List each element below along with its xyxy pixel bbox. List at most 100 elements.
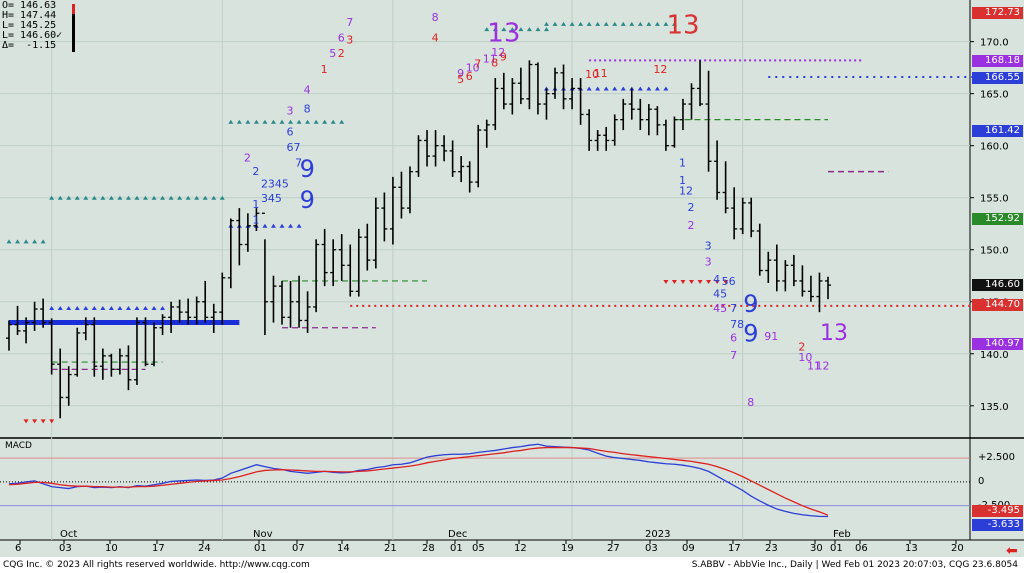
ohlc-bar	[483, 119, 490, 148]
td-count-label: 3	[705, 240, 712, 253]
x-day-label: 19	[561, 543, 574, 554]
countdown-marker-blue	[654, 86, 660, 91]
ohlc-bar	[731, 187, 738, 240]
x-day-label: 14	[337, 543, 350, 554]
x-day-label: 24	[198, 543, 211, 554]
x-day-label: 05	[472, 543, 485, 554]
td-count-label: 10	[585, 68, 599, 81]
td-count-label: 2	[338, 47, 345, 60]
ohlc-bar	[628, 88, 635, 120]
price-level-tag: 172.73	[972, 7, 1023, 20]
ohlc-bar	[594, 130, 601, 151]
td-count-label: 8	[304, 102, 311, 115]
x-day-label: 13	[905, 543, 918, 554]
ohlc-bar	[296, 275, 303, 328]
ohlc-bar	[219, 272, 226, 325]
ohlc-bar	[313, 239, 320, 313]
countdown-marker-teal	[629, 21, 635, 26]
countdown-marker-teal	[509, 27, 515, 32]
macd-value-tag: -3.633	[972, 518, 1023, 531]
countdown-marker-blue	[117, 305, 123, 310]
ohlc-bar	[14, 305, 21, 336]
ohlc-bar	[441, 135, 448, 162]
main-plot-area	[0, 0, 970, 437]
price-level-tag: 152.92	[972, 213, 1023, 226]
countdown-marker-blue	[637, 86, 643, 91]
countdown-marker-teal	[501, 27, 507, 32]
x-month-label: 2023	[645, 529, 671, 540]
countdown-marker-blue	[620, 86, 626, 91]
ohlc-bar	[526, 60, 533, 110]
countdown-marker-teal	[637, 21, 643, 26]
macd-tick-label: +2.500	[978, 452, 1016, 464]
countdown-marker-teal	[40, 239, 46, 244]
td-count-label: 2	[252, 165, 259, 178]
countdown-marker-blue	[134, 305, 140, 310]
scroll-right-arrow-icon[interactable]: ⬅	[1006, 543, 1018, 559]
ohlc-bar	[714, 140, 721, 200]
countdown-marker-teal	[620, 21, 626, 26]
ohlc-bar	[756, 223, 763, 276]
ohlc-bar	[697, 60, 704, 107]
ohlc-bar	[236, 208, 243, 266]
td-count-label: 5	[457, 73, 464, 86]
x-day-label: 01	[830, 543, 843, 554]
td-count-label: 7	[730, 349, 737, 362]
countdown-marker-red	[49, 419, 55, 424]
countdown-marker-teal	[543, 27, 549, 32]
countdown-marker-teal	[270, 119, 276, 124]
countdown-marker-teal	[671, 21, 677, 26]
countdown-marker-teal	[262, 119, 268, 124]
countdown-marker-blue	[57, 305, 63, 310]
x-month-label: Dec	[448, 529, 468, 540]
macd-title: MACD	[5, 441, 32, 451]
ohlc-bar	[705, 70, 712, 172]
countdown-marker-blue	[279, 223, 285, 228]
ohlc-bar	[552, 67, 558, 99]
td-count-label: 6	[730, 331, 737, 344]
td-count-label: 91	[764, 330, 778, 343]
td-count-label: 2	[798, 341, 805, 354]
macd-tick-label: 0	[978, 475, 985, 487]
countdown-marker-teal	[74, 195, 80, 200]
x-day-label: 10	[105, 543, 118, 554]
countdown-marker-blue	[586, 86, 592, 91]
x-day-label: 01	[254, 543, 267, 554]
open-value: O= 146.63	[2, 0, 57, 11]
td-big-label: 9	[300, 186, 315, 214]
ohlc-bar	[338, 234, 345, 281]
countdown-marker-teal	[236, 119, 242, 124]
ohlc-bar	[142, 317, 149, 367]
countdown-marker-teal	[202, 195, 208, 200]
ohlc-bar	[287, 280, 294, 328]
countdown-marker-teal	[322, 119, 328, 124]
td-count-label: 1	[679, 156, 686, 169]
ohlc-bar	[381, 192, 388, 242]
td-count-label: 67	[287, 141, 301, 154]
countdown-marker-teal	[552, 21, 558, 26]
td-big-label: 13	[487, 19, 520, 49]
ohlc-readout: O= 146.63 H= 147.44 L= 145.25 L= 146.60✓…	[2, 1, 62, 51]
td-count-label: 3	[287, 104, 294, 117]
macd-value-tag: -3.495	[972, 505, 1023, 518]
countdown-marker-red	[689, 279, 694, 284]
ohlc-bar	[65, 366, 72, 406]
x-day-label: 17	[152, 543, 165, 554]
x-day-label: 6	[15, 543, 22, 554]
countdown-marker-teal	[151, 195, 157, 200]
price-axis-area	[970, 0, 1024, 557]
td-big-label: 13	[666, 10, 699, 40]
ohlc-bar	[458, 156, 465, 183]
ohlc-bar	[654, 106, 661, 136]
ohlc-bar	[372, 197, 379, 269]
ohlc-bar	[389, 176, 396, 245]
countdown-marker-teal	[108, 195, 114, 200]
countdown-marker-blue	[151, 305, 157, 310]
price-level-tag: 161.42	[972, 124, 1023, 137]
ohlc-bar	[807, 275, 814, 302]
td-big-label: 9	[743, 290, 758, 318]
countdown-marker-teal	[603, 21, 609, 26]
ohlc-bar	[57, 348, 64, 419]
ohlc-bar	[765, 251, 772, 284]
